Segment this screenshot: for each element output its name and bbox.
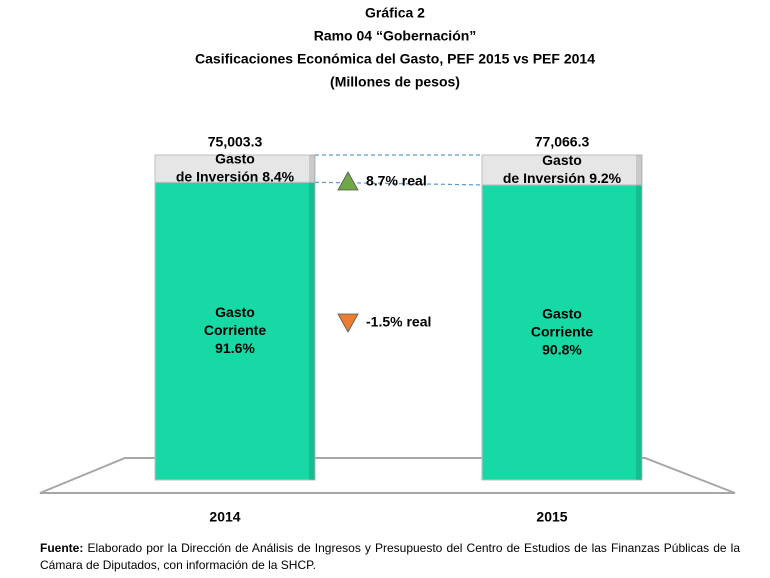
change-label: 8.7% real <box>366 173 427 189</box>
bar-side <box>636 155 642 185</box>
chart-title: Casificaciones Económica del Gasto, PEF … <box>195 51 595 67</box>
change-arrow <box>337 171 359 191</box>
segment-label: Gasto de Inversión 9.2% <box>503 152 622 186</box>
total-label: 75,003.3 <box>208 134 263 150</box>
x-tick-label: 2015 <box>536 509 567 525</box>
chart-title: Gráfica 2 <box>365 5 425 21</box>
bar-side <box>309 182 315 481</box>
bar-segment <box>154 154 316 183</box>
total-label: 77,066.3 <box>535 134 590 150</box>
source: Fuente: Elaborado por la Dirección de An… <box>40 540 740 574</box>
source-label: Fuente: <box>40 541 84 555</box>
source-text: Elaborado por la Dirección de Análisis d… <box>40 541 740 572</box>
segment-label: Gasto Corriente 91.6% <box>204 304 266 356</box>
bar-segment <box>481 184 643 481</box>
segment-label: Gasto Corriente 90.8% <box>531 305 593 357</box>
x-tick-label: 2014 <box>209 509 240 525</box>
chart-title: Ramo 04 “Gobernación” <box>314 28 477 44</box>
chart-title: (Millones de pesos) <box>330 74 460 90</box>
bar-side <box>636 184 642 480</box>
bar-side <box>309 155 315 183</box>
segment-label: Gasto de Inversión 8.4% <box>176 150 295 184</box>
change-arrow <box>337 313 359 333</box>
change-label: -1.5% real <box>366 314 431 330</box>
bar-segment <box>154 181 316 481</box>
chart: Gráfica 2 Ramo 04 “Gobernación” Casificaci… <box>39 5 736 525</box>
bar-segment <box>481 154 643 186</box>
